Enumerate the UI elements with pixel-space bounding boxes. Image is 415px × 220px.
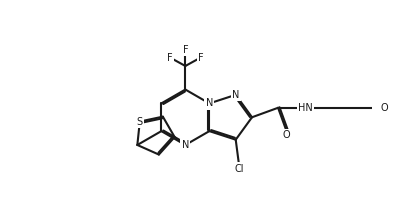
Text: Cl: Cl [234,164,244,174]
Text: F: F [183,45,188,55]
Text: F: F [198,53,204,62]
Text: N: N [232,90,239,100]
Text: O: O [381,103,388,113]
Text: N: N [206,98,213,108]
Text: F: F [167,53,173,62]
Text: O: O [282,130,290,140]
Text: HN: HN [298,103,313,113]
Text: S: S [137,117,143,126]
Text: N: N [182,140,189,150]
